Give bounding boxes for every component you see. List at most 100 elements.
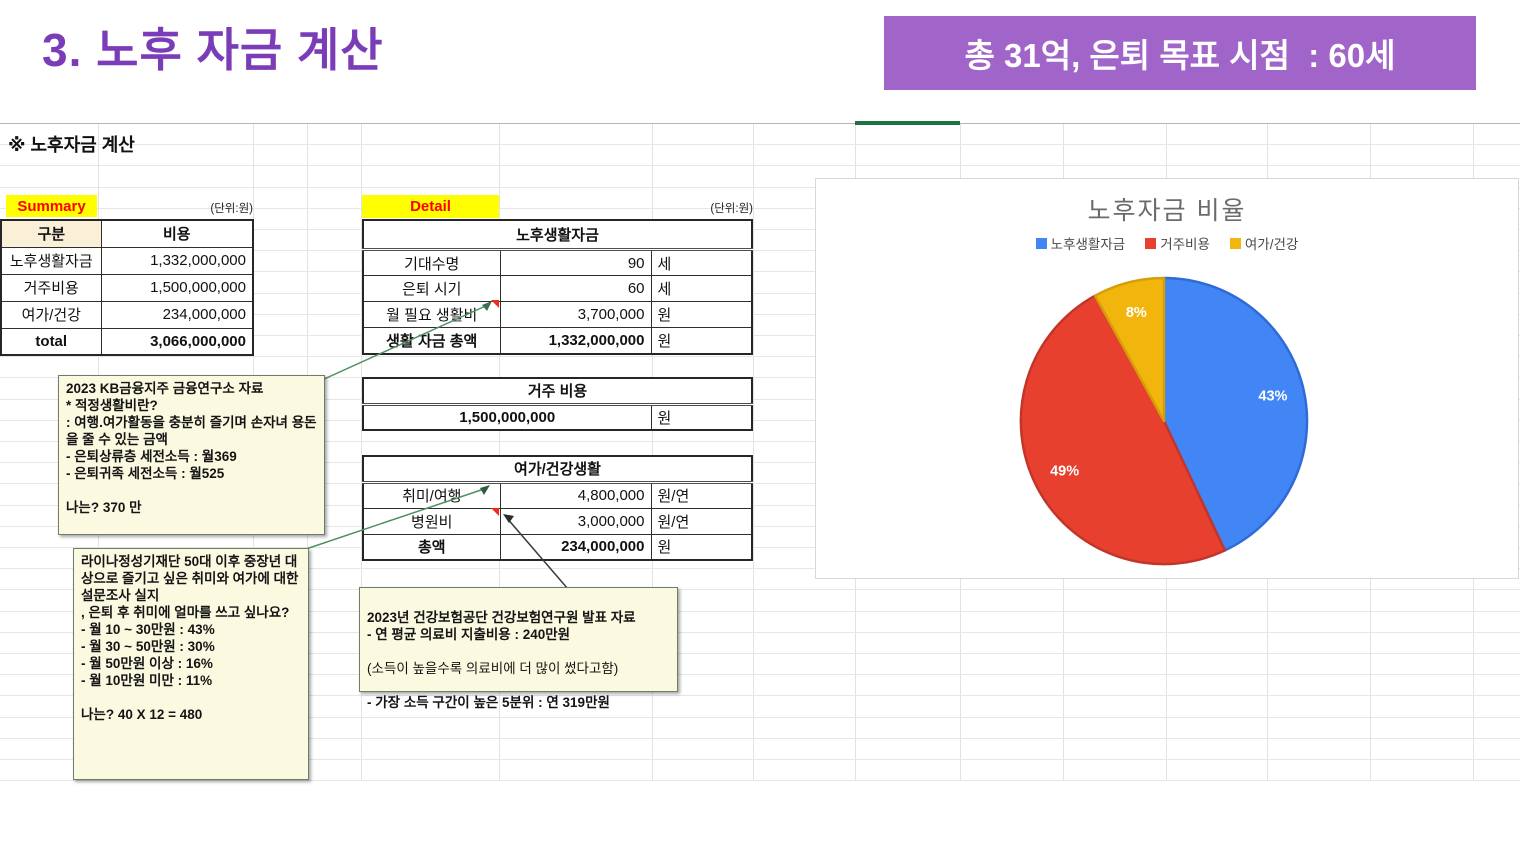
- life-row-unit[interactable]: 세: [650, 249, 753, 276]
- summary-row-label[interactable]: 거주비용: [0, 273, 102, 302]
- table-row: 노후생활자금: [362, 219, 753, 251]
- summary-col-header-cost[interactable]: 비용: [100, 219, 254, 248]
- table-row: 은퇴 시기 60 세: [362, 275, 753, 302]
- table-row: 병원비 3,000,000 원/연: [362, 507, 753, 535]
- summary-row-value[interactable]: 1,332,000,000: [100, 246, 254, 275]
- banner-text: 총 31억, 은퇴 목표 시점 : 60세: [964, 37, 1396, 74]
- summary-row-value[interactable]: 1,500,000,000: [100, 273, 254, 302]
- table-row: 월 필요 생활비 3,700,000 원: [362, 301, 753, 328]
- gridline: [0, 717, 1520, 718]
- gridline: [0, 526, 1520, 527]
- pie-data-label: 8%: [1126, 305, 1147, 321]
- pie-slice-1[interactable]: [1019, 294, 1227, 566]
- pie-chart: 43% 49% 8%: [1019, 276, 1309, 566]
- leisure-row-label[interactable]: 취미/여행: [362, 481, 501, 509]
- table-row: 총액 234,000,000 원: [362, 533, 753, 561]
- life-row-value[interactable]: 60: [499, 275, 652, 302]
- gridline: [0, 780, 1520, 781]
- leisure-row-value[interactable]: 4,800,000: [499, 481, 652, 509]
- gridline: [0, 632, 1520, 633]
- gridline: [499, 123, 500, 781]
- housing-value[interactable]: 1,500,000,000: [362, 403, 652, 431]
- gridline: [0, 462, 1520, 463]
- gridline: [0, 611, 1520, 612]
- gridline: [0, 335, 1520, 336]
- gridline: [0, 377, 1520, 378]
- leisure-table-title[interactable]: 여가/건강생활: [362, 455, 753, 484]
- gridline: [0, 547, 1520, 548]
- life-row-unit[interactable]: 원: [650, 301, 753, 328]
- life-funds-table: 노후생활자금 기대수명 90 세 은퇴 시기 60 세 월 필요 생활비 3,7…: [362, 219, 754, 355]
- life-total-unit[interactable]: 원: [650, 327, 753, 354]
- life-total-label[interactable]: 생활 자금 총액: [362, 327, 501, 354]
- leisure-row-unit[interactable]: 원/연: [650, 481, 753, 509]
- sheet-heading: ※ 노후자금 계산: [8, 135, 135, 155]
- gridline: [0, 399, 1520, 400]
- life-total-value[interactable]: 1,332,000,000: [499, 327, 652, 354]
- comment-note-living-cost[interactable]: 2023 KB금융지주 금융연구소 자료 * 적정생활비란? : 여행.여가활동…: [58, 375, 325, 535]
- housing-unit[interactable]: 원: [650, 403, 753, 431]
- detail-unit-note: (단위:원): [710, 203, 753, 215]
- life-table-title[interactable]: 노후생활자금: [362, 219, 753, 251]
- gridline: [0, 123, 1520, 124]
- leisure-total-value[interactable]: 234,000,000: [499, 533, 652, 561]
- leisure-row-label[interactable]: 병원비: [362, 507, 501, 535]
- leisure-total-unit[interactable]: 원: [650, 533, 753, 561]
- comment-note-medical-cost[interactable]: 2023년 건강보험공단 건강보험연구원 발표 자료 - 연 평균 의료비 지출…: [359, 587, 678, 710]
- table-row: 노후생활자금 1,332,000,000: [0, 246, 254, 275]
- comment-note-hobby-survey[interactable]: 라이나정성기재단 50대 이후 중장년 대상으로 즐기고 싶은 취미와 여가에 …: [73, 548, 309, 780]
- table-row: 거주비용 1,500,000,000: [0, 273, 254, 302]
- gridline: [0, 314, 1520, 315]
- gridline: [753, 123, 754, 781]
- life-row-value[interactable]: 90: [499, 249, 652, 276]
- table-row: 기대수명 90 세: [362, 249, 753, 276]
- note-text-regular: (소득이 높을수록 의료비에 더 많이 썼다고함): [367, 661, 619, 676]
- gridline: [0, 441, 1520, 442]
- summary-row-label[interactable]: 노후생활자금: [0, 246, 102, 275]
- summary-row-value[interactable]: 234,000,000: [100, 300, 254, 329]
- legend-swatch-icon: [1145, 237, 1157, 249]
- legend-item: 여가/건강: [1229, 233, 1298, 253]
- leisure-health-table: 여가/건강생활 취미/여행 4,800,000 원/연 병원비 3,000,00…: [362, 455, 753, 561]
- gridline: [0, 356, 1520, 357]
- housing-table-title[interactable]: 거주 비용: [362, 377, 753, 406]
- summary-unit-note: (단위:원): [210, 203, 253, 215]
- leisure-row-value[interactable]: 3,000,000: [499, 507, 652, 535]
- table-row: 생활 자금 총액 1,332,000,000 원: [362, 327, 753, 354]
- summary-total-label[interactable]: total: [0, 327, 102, 356]
- legend-label: 거주비용: [1160, 237, 1210, 252]
- page-title: 3. 노후 자금 계산: [42, 24, 384, 76]
- gridline: [0, 695, 1520, 696]
- pie-slice-0[interactable]: [1162, 276, 1309, 552]
- gridline: [0, 208, 1520, 209]
- life-row-unit[interactable]: 세: [650, 275, 753, 302]
- legend-item: 노후생활자금: [1035, 233, 1126, 253]
- chart-legend: 노후생활자금 거주비용 여가/건강: [816, 233, 1518, 253]
- life-row-label[interactable]: 은퇴 시기: [362, 275, 501, 302]
- legend-swatch-icon: [1229, 237, 1241, 249]
- pie-chart-object[interactable]: 노후자금 비율 노후생활자금 거주비용 여가/건강 43% 49% 8%: [815, 178, 1519, 579]
- life-row-label[interactable]: 월 필요 생활비: [362, 301, 501, 328]
- summary-row-label[interactable]: 여가/건강: [0, 300, 102, 329]
- summary-col-header-category[interactable]: 구분: [0, 219, 102, 248]
- legend-swatch-icon: [1035, 237, 1047, 249]
- gridline: [0, 250, 1520, 251]
- gridline: [361, 123, 362, 781]
- selected-cell-indicator[interactable]: [855, 121, 960, 125]
- leisure-total-label[interactable]: 총액: [362, 533, 501, 561]
- table-row: 여가/건강생활: [362, 455, 753, 484]
- table-row: 구분 비용: [0, 219, 254, 248]
- pie-slice-2[interactable]: [1093, 276, 1166, 423]
- life-row-label[interactable]: 기대수명: [362, 249, 501, 276]
- summary-total-value[interactable]: 3,066,000,000: [100, 327, 254, 356]
- chart-title: 노후자금 비율: [1087, 197, 1247, 225]
- pie-data-label: 49%: [1050, 464, 1079, 480]
- gridline: [0, 420, 1520, 421]
- legend-label: 노후생활자금: [1050, 237, 1126, 252]
- summary-section-label: Summary: [6, 195, 97, 217]
- pie-data-label: 43%: [1258, 389, 1287, 405]
- life-row-value[interactable]: 3,700,000: [499, 301, 652, 328]
- gridline: [0, 674, 1520, 675]
- leisure-row-unit[interactable]: 원/연: [650, 507, 753, 535]
- summary-table: 구분 비용 노후생활자금 1,332,000,000 거주비용 1,500,00…: [0, 219, 254, 356]
